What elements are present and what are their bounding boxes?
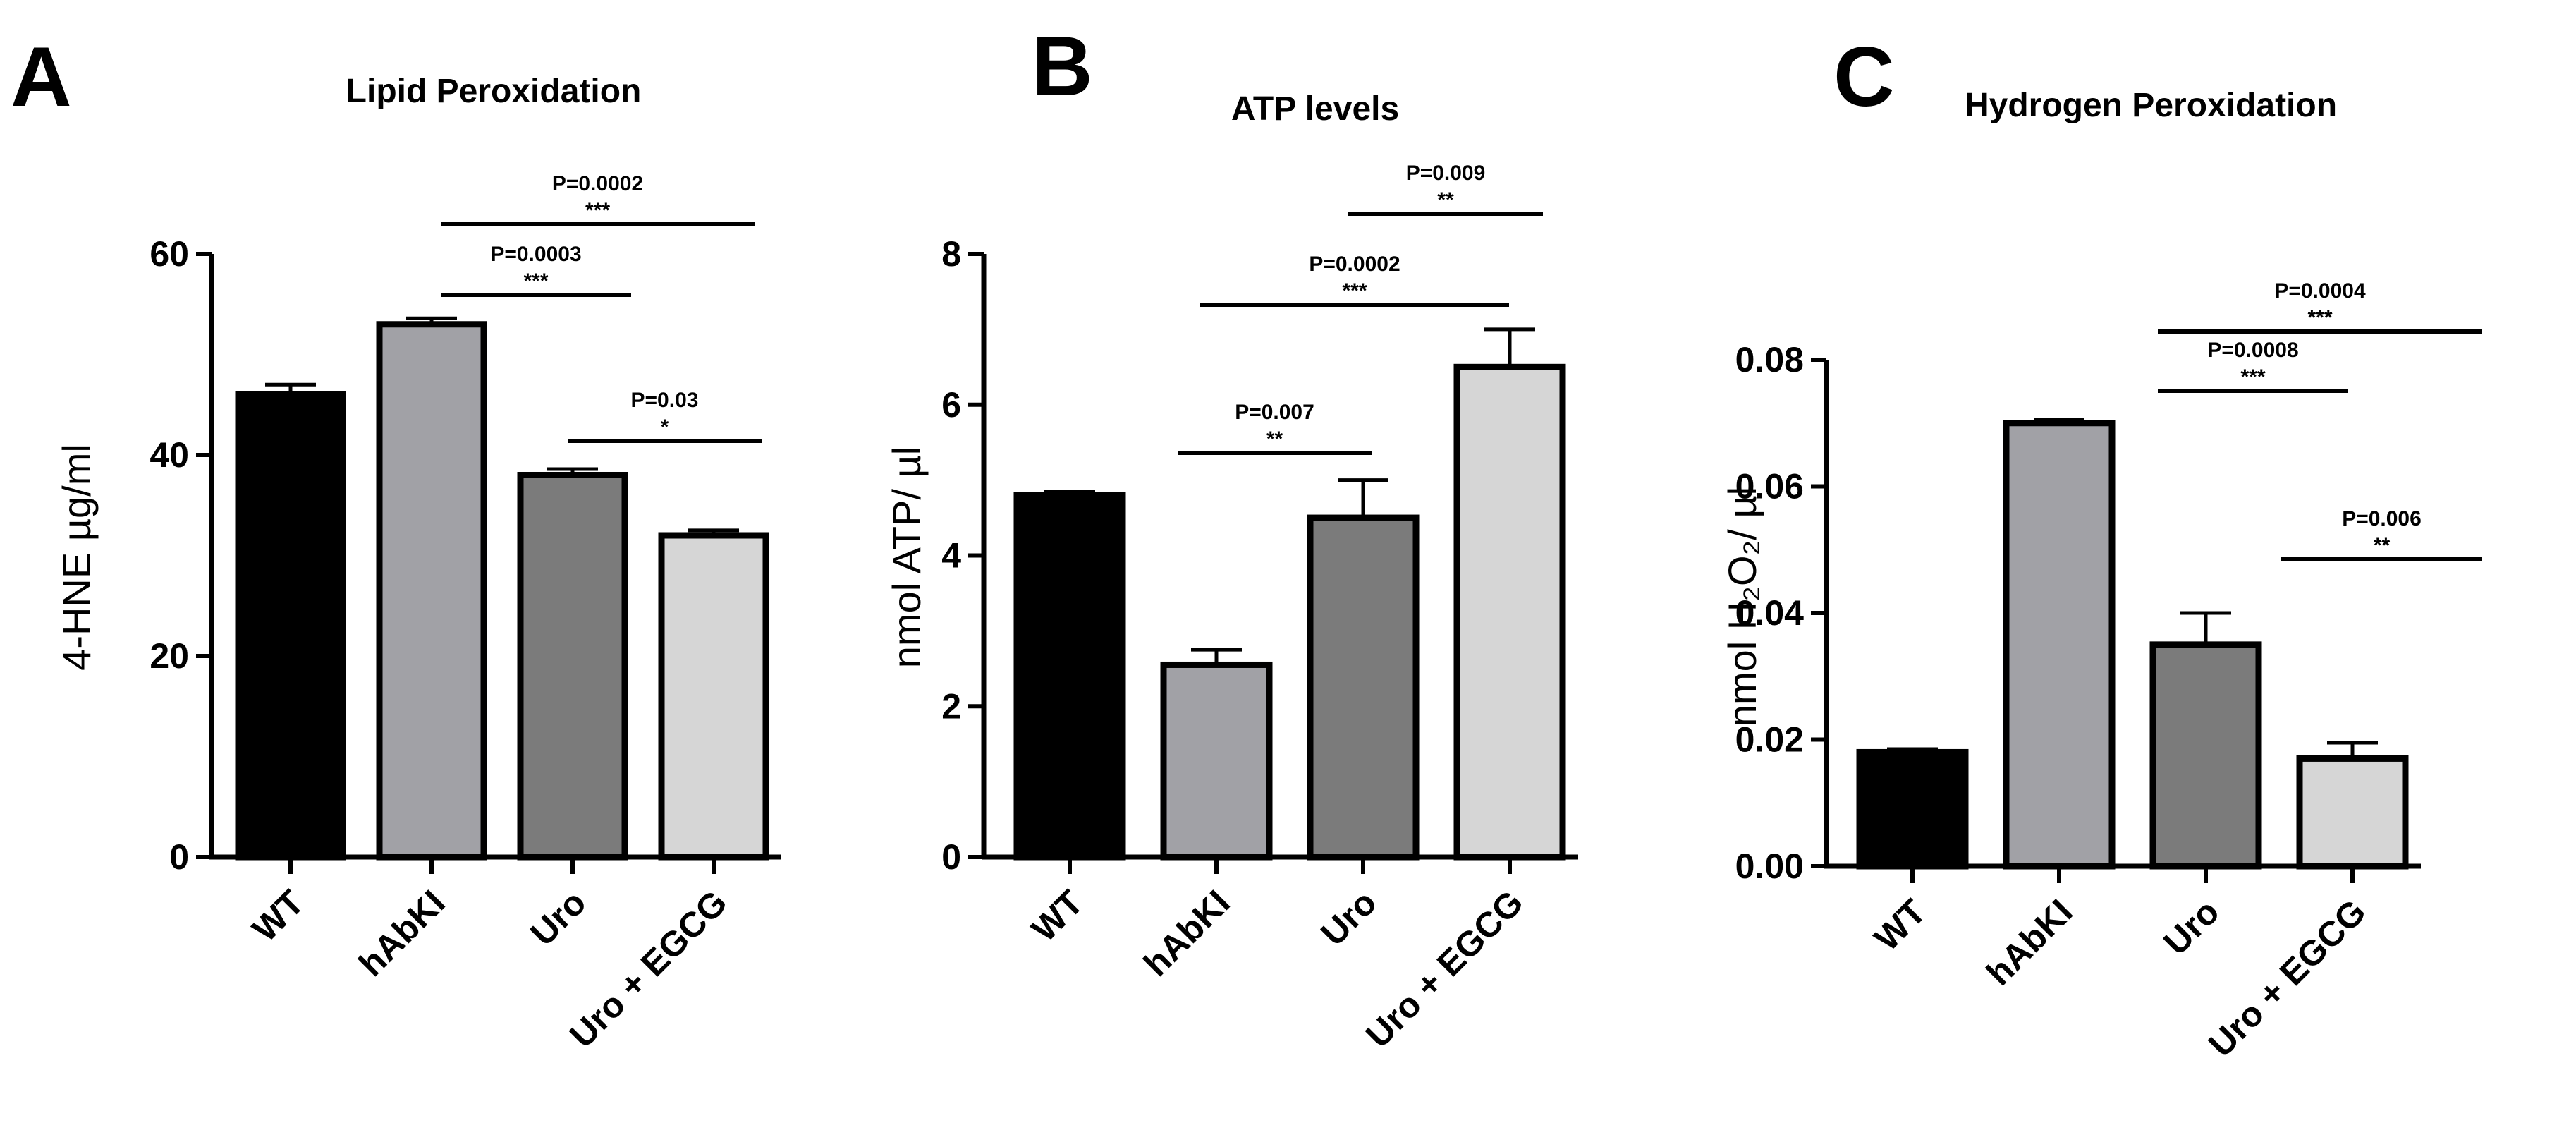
y-axis-label: nmol ATP/ µl <box>884 447 929 668</box>
category-label: WT <box>245 882 312 949</box>
y-tick-label: 0.00 <box>1735 846 1804 886</box>
p-value-label: P=0.0004 <box>2274 279 2366 303</box>
p-value-label: P=0.007 <box>1235 401 1314 424</box>
bar-wt <box>1013 492 1126 861</box>
bar-habki <box>1160 661 1273 861</box>
category-label: WT <box>1024 882 1091 949</box>
significance-stars: *** <box>523 269 548 293</box>
category-label: WT <box>1867 892 1934 959</box>
chart-title: Hydrogen Peroxidation <box>1965 87 2337 124</box>
y-tick-label: 6 <box>941 385 961 425</box>
category-label: Uro <box>2156 892 2226 962</box>
panel-a: A Lipid Peroxidation 4-HNE µg/ml 0 20 40 60 WT h… <box>11 30 781 1055</box>
category-label: Uro + EGCG <box>2201 892 2374 1064</box>
significance-stars: *** <box>2307 306 2332 329</box>
bar-uro <box>517 472 628 861</box>
p-value-label: P=0.0002 <box>552 172 643 195</box>
bar-uro-egcg <box>658 532 769 861</box>
y-tick-label: 0.02 <box>1735 720 1804 760</box>
category-label: hAbKI <box>1136 882 1238 984</box>
p-value-label: P=0.0003 <box>490 243 581 266</box>
significance-stars: ** <box>2374 534 2391 557</box>
panel-b: B ATP levels nmol ATP/ µl 0 2 4 6 8 WT hAbKI UroUr… <box>884 19 1578 1055</box>
y-tick-label: 0.06 <box>1735 467 1804 506</box>
y-tick-label: 20 <box>149 636 189 676</box>
panel-letter: C <box>1833 30 1895 124</box>
panel-letter: B <box>1032 19 1093 114</box>
bar-uro-egcg <box>1453 363 1566 861</box>
significance-stars: ** <box>1266 427 1283 451</box>
y-tick-label: 0.08 <box>1735 340 1804 379</box>
significance-stars: *** <box>2240 365 2265 389</box>
bar-wt <box>235 391 346 861</box>
p-value-label: P=0.0008 <box>2207 339 2298 362</box>
y-tick-label: 0 <box>169 837 189 877</box>
bar-uro-egcg <box>2296 755 2409 870</box>
y-tick-label: 8 <box>941 234 961 274</box>
y-tick-label: 0 <box>941 837 961 877</box>
bar-habki <box>376 321 487 861</box>
category-label: hAbKI <box>1979 892 2080 993</box>
category-label: Uro + EGCG <box>1358 882 1531 1055</box>
bar-uro <box>2149 641 2262 870</box>
p-value-label: P=0.03 <box>631 389 699 412</box>
significance-stars: * <box>661 415 669 439</box>
category-label: hAbKI <box>351 882 453 984</box>
bar-uro <box>1307 514 1420 861</box>
y-tick-label: 0.04 <box>1735 593 1805 633</box>
y-tick-label: 60 <box>149 234 189 274</box>
p-value-label: P=0.009 <box>1406 162 1486 185</box>
category-label: Uro <box>523 882 593 953</box>
significance-stars: ** <box>1437 188 1454 212</box>
y-axis-label: 4-HNE µg/ml <box>54 444 99 671</box>
chart-title: Lipid Peroxidation <box>346 73 642 110</box>
panel-c: C Hydrogen Peroxidation nmol H₂O₂/ µl 0.00 0… <box>1720 30 2482 1064</box>
p-value-label: P=0.006 <box>2342 507 2422 530</box>
significance-stars: *** <box>1342 279 1367 303</box>
y-tick-label: 2 <box>941 686 961 726</box>
bar-wt <box>1856 748 1969 870</box>
category-label: Uro <box>1313 882 1384 953</box>
chart-title: ATP levels <box>1231 90 1399 128</box>
y-tick-label: 4 <box>941 536 961 576</box>
y-tick-label: 40 <box>149 435 189 475</box>
p-value-label: P=0.0002 <box>1309 253 1400 276</box>
significance-stars: *** <box>585 199 610 222</box>
panel-letter: A <box>11 30 72 124</box>
bar-habki <box>2003 420 2116 870</box>
y-axis-label: nmol H₂O₂/ µl <box>1720 487 1764 727</box>
